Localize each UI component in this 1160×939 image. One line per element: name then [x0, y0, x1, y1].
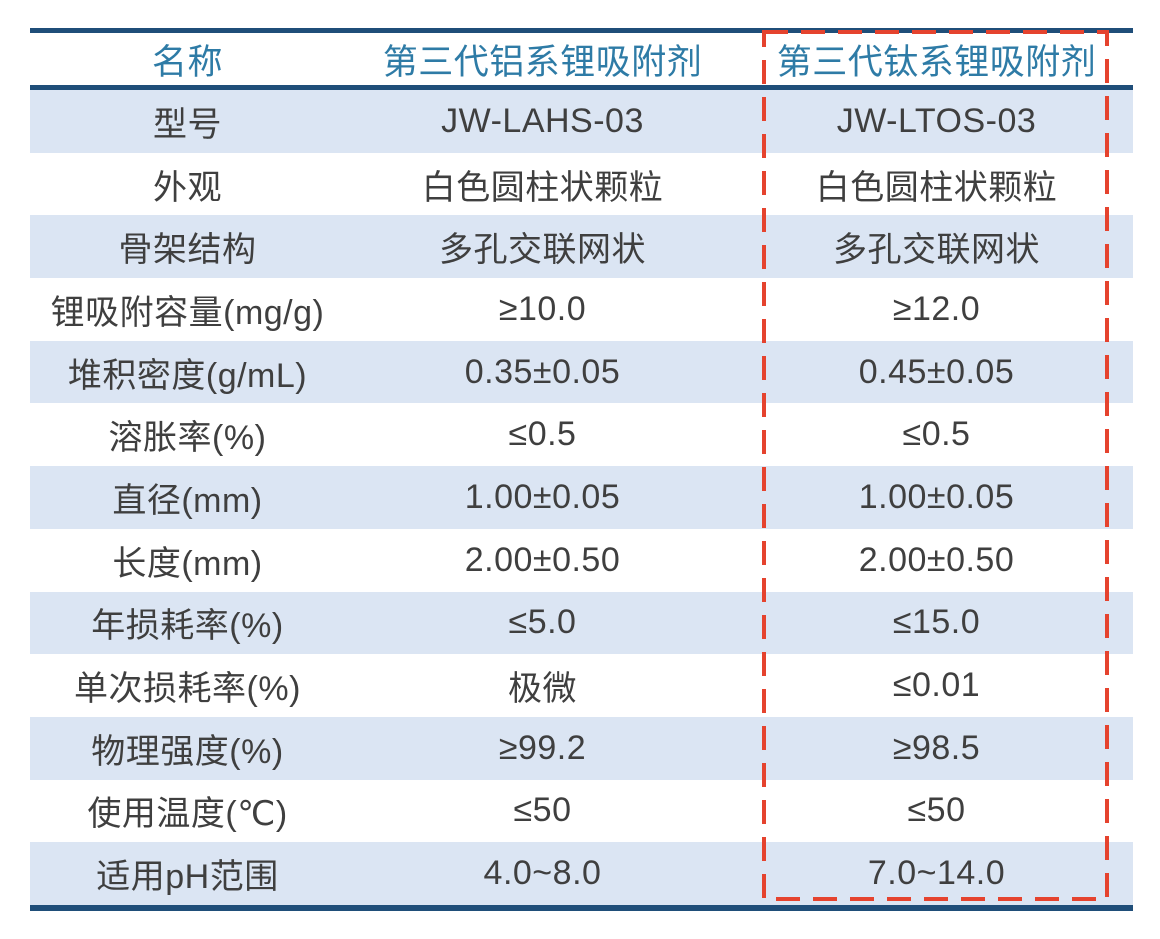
table-row-operating-temperature: 使用温度(℃) ≤50 ≤50: [30, 780, 1133, 843]
table-row-single-loss-rate: 单次损耗率(%) 极微 ≤0.01: [30, 654, 1133, 717]
titanium-value-cell: 白色圆柱状颗粒: [815, 168, 1058, 207]
table-row-appearance: 外观 白色圆柱状颗粒 白色圆柱状颗粒: [30, 153, 1133, 216]
table-header-row: 名称 第三代铝系锂吸附剂 第三代钛系锂吸附剂: [30, 33, 1133, 85]
titanium-value-cell: 1.00±0.05: [858, 477, 1015, 516]
header-titanium-column: 第三代钛系锂吸附剂: [776, 42, 1097, 82]
row-label-cell: 外观: [153, 168, 222, 207]
aluminum-value-cell: 白色圆柱状颗粒: [421, 168, 664, 207]
aluminum-value-cell: 0.35±0.05: [464, 352, 621, 391]
aluminum-value-cell: 极微: [508, 670, 577, 709]
row-label-cell: 锂吸附容量(mg/g): [50, 293, 325, 332]
table-row-diameter: 直径(mm) 1.00±0.05 1.00±0.05: [30, 466, 1133, 529]
titanium-value-cell: ≤15.0: [892, 603, 981, 642]
table-top-rule: [30, 28, 1133, 33]
table-header-rule: [30, 85, 1133, 90]
row-label-cell: 使用温度(℃): [87, 795, 288, 834]
table-row-length: 长度(mm) 2.00±0.50 2.00±0.50: [30, 529, 1133, 592]
titanium-value-cell: ≤0.01: [892, 666, 981, 705]
titanium-value-cell: 0.45±0.05: [858, 352, 1015, 391]
row-label-cell: 直径(mm): [112, 481, 263, 520]
table-row-skeleton-structure: 骨架结构 多孔交联网状 多孔交联网状: [30, 215, 1133, 279]
row-label-cell: 年损耗率(%): [91, 607, 284, 646]
titanium-value-cell: 7.0~14.0: [867, 854, 1006, 893]
header-name-column: 名称: [151, 42, 223, 82]
table-row-model: 型号 JW-LAHS-03 JW-LTOS-03: [30, 90, 1133, 153]
row-label-cell: 适用pH范围: [96, 858, 279, 897]
aluminum-value-cell: ≥99.2: [498, 728, 587, 767]
aluminum-value-cell: ≥10.0: [498, 289, 587, 328]
titanium-value-cell: ≤0.5: [902, 415, 971, 454]
row-label-cell: 单次损耗率(%): [74, 670, 301, 709]
row-label-cell: 长度(mm): [112, 544, 263, 583]
titanium-value-cell: ≥12.0: [892, 289, 981, 328]
aluminum-value-cell: ≤0.5: [508, 415, 577, 454]
table-row-swelling-rate: 溶胀率(%) ≤0.5 ≤0.5: [30, 403, 1133, 466]
row-label-cell: 堆积密度(g/mL): [67, 356, 308, 395]
aluminum-value-cell: 4.0~8.0: [483, 854, 602, 893]
aluminum-value-cell: 1.00±0.05: [464, 477, 621, 516]
table-body: 型号 JW-LAHS-03 JW-LTOS-03 外观 白色圆柱状颗粒 白色圆柱…: [30, 90, 1133, 905]
row-label-cell: 型号: [153, 105, 222, 144]
table-bottom-rule: [30, 904, 1133, 911]
row-label-cell: 物理强度(%): [91, 732, 284, 771]
table-row-ph-range: 适用pH范围 4.0~8.0 7.0~14.0: [30, 842, 1133, 905]
titanium-value-cell: 2.00±0.50: [858, 540, 1015, 579]
table-row-bulk-density: 堆积密度(g/mL) 0.35±0.05 0.45±0.05: [30, 340, 1133, 404]
table-row-adsorption-capacity: 锂吸附容量(mg/g) ≥10.0 ≥12.0: [30, 278, 1133, 341]
aluminum-value-cell: ≤5.0: [508, 603, 577, 642]
titanium-value-cell: JW-LTOS-03: [836, 101, 1037, 140]
row-label-cell: 溶胀率(%): [108, 419, 267, 458]
header-aluminum-column: 第三代铝系锂吸附剂: [382, 42, 703, 82]
table-row-physical-strength: 物理强度(%) ≥99.2 ≥98.5: [30, 716, 1133, 780]
titanium-value-cell: ≤50: [907, 791, 966, 830]
row-label-cell: 骨架结构: [118, 231, 257, 270]
aluminum-value-cell: ≤50: [513, 791, 572, 830]
aluminum-value-cell: 2.00±0.50: [464, 540, 621, 579]
titanium-value-cell: 多孔交联网状: [833, 231, 1040, 270]
titanium-value-cell: ≥98.5: [892, 728, 981, 767]
aluminum-value-cell: JW-LAHS-03: [441, 101, 644, 140]
table-row-annual-loss-rate: 年损耗率(%) ≤5.0 ≤15.0: [30, 591, 1133, 655]
adsorbent-spec-table: 名称 第三代铝系锂吸附剂 第三代钛系锂吸附剂 型号 JW-LAHS-03 JW-…: [30, 28, 1133, 911]
aluminum-value-cell: 多孔交联网状: [439, 231, 646, 270]
